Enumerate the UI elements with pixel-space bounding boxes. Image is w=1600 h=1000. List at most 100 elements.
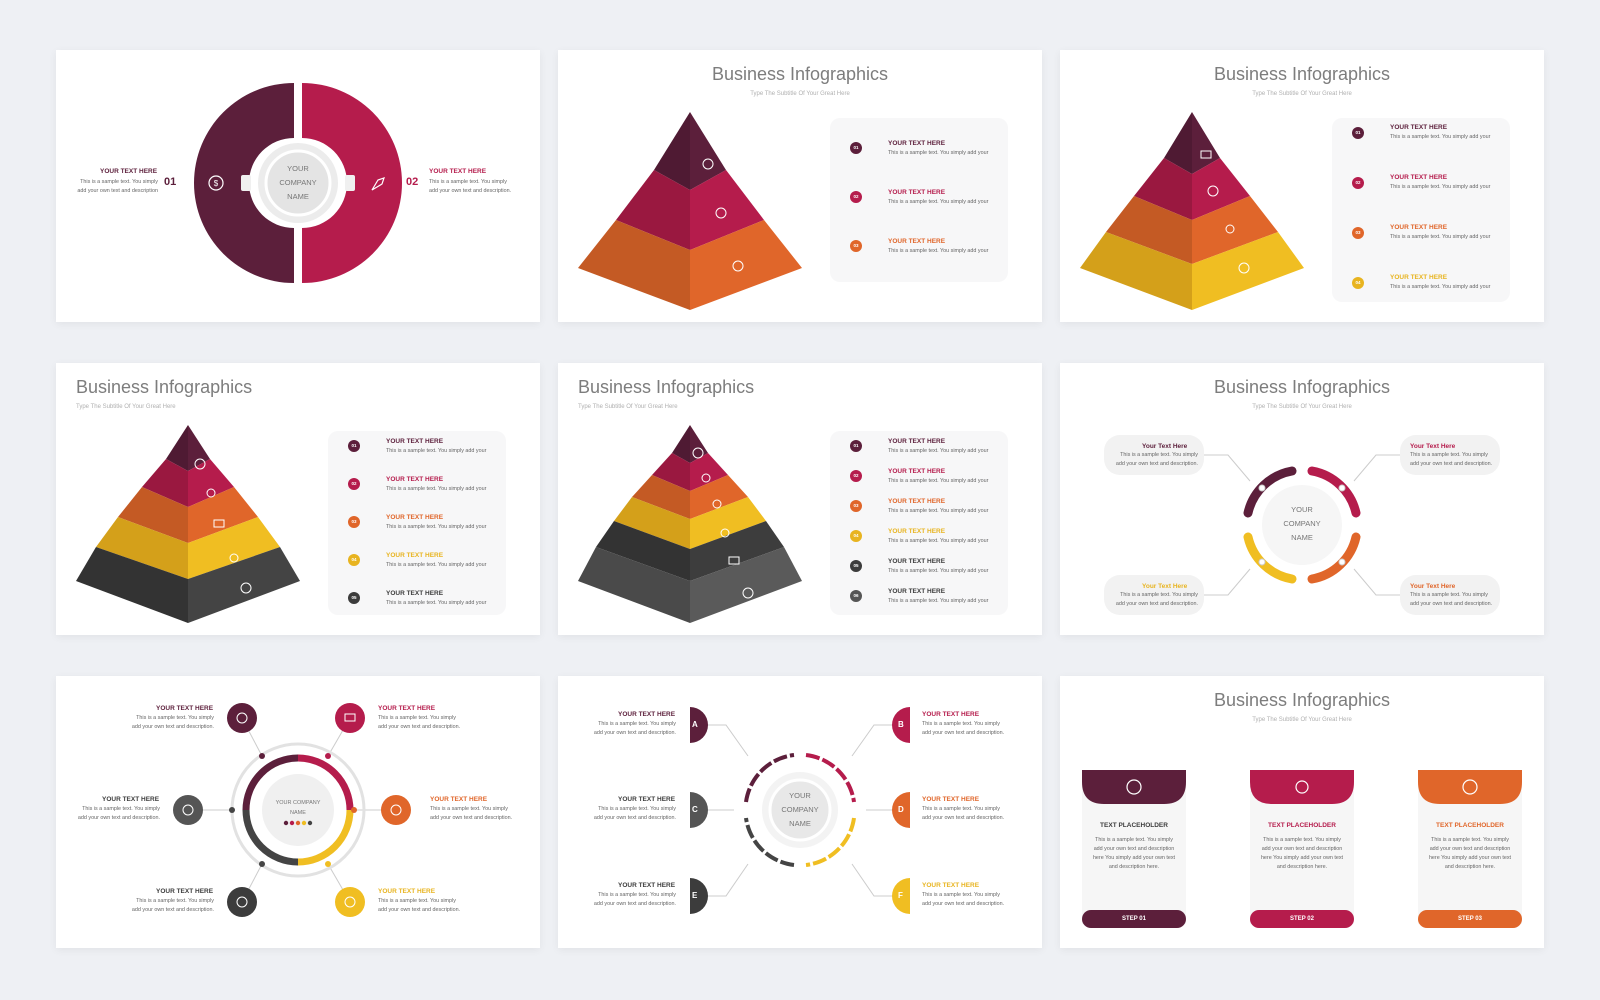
item-body: This is a sample text. You simply add yo…: [888, 598, 989, 604]
cycle-graphic: [1104, 435, 1500, 615]
item-body: This is a sample text. You simply add yo…: [888, 508, 989, 514]
cards-graphic: [1082, 770, 1522, 928]
badge-01: 01: [850, 142, 862, 154]
target-icon: [236, 896, 248, 908]
item-body: This is a sample text. You simply add yo…: [922, 806, 1005, 821]
step-button-3[interactable]: STEP 03: [1458, 916, 1482, 922]
badge-03: 03: [850, 500, 862, 512]
number-01: 01: [164, 176, 177, 188]
company-name: YOUR COMPANY NAME: [275, 800, 321, 816]
item-heading: YOUR TEXT HERE: [888, 498, 946, 505]
pyramid-graphic: [1080, 112, 1304, 310]
item-body: This is a sample text. You simply add yo…: [386, 486, 487, 492]
item-body: This is a sample text. You simply add yo…: [131, 715, 214, 730]
badge-04: 04: [1352, 277, 1364, 289]
gear-icon: [1462, 779, 1478, 795]
alarm-icon: [344, 896, 356, 908]
item-body: This is a sample text. You simply add yo…: [386, 524, 487, 530]
lettered-ring-graphic: [690, 707, 910, 914]
badge-03: 03: [1352, 227, 1364, 239]
step-button-2[interactable]: STEP 02: [1290, 916, 1314, 922]
item-body: This is a sample text. You simply add yo…: [888, 568, 989, 574]
slide-subtitle: Type The Subtitle Of Your Great Here: [76, 404, 176, 410]
card-body: This is a sample text. You simply add yo…: [1260, 837, 1344, 870]
badge-03: 03: [850, 240, 862, 252]
pyramid-graphic: [578, 425, 802, 623]
item-body: This is a sample text. You simply add yo…: [593, 721, 676, 736]
presentation-icon: [344, 713, 356, 722]
card-title: TEXT PLACEHOLDER: [1268, 822, 1336, 829]
slide-title: Business Infographics: [1213, 377, 1391, 397]
letter-e: E: [692, 891, 698, 900]
item-heading: YOUR TEXT HERE: [888, 528, 946, 535]
item-heading: YOUR TEXT HERE: [888, 189, 946, 196]
slide-5-pyramid-6[interactable]: Business Infographics Type The Subtitle …: [558, 363, 1042, 635]
box-heading: Your Text Here: [1142, 443, 1188, 450]
letter-c: C: [692, 805, 698, 814]
item-heading: YOUR TEXT HERE: [102, 796, 160, 803]
slide-title: Business Infographics: [1213, 690, 1391, 710]
rocket-icon: [1295, 780, 1309, 794]
slide-3-pyramid-4[interactable]: Business Infographics Type The Subtitle …: [1060, 50, 1544, 322]
text-heading-right: YOUR TEXT HERE: [429, 168, 487, 175]
rocket-icon: [236, 712, 248, 724]
item-body: This is a sample text. You simply add yo…: [77, 806, 160, 821]
slide-6-cycle[interactable]: Business Infographics Type The Subtitle …: [1060, 363, 1544, 635]
dollar-icon: [194, 458, 206, 470]
item-heading: YOUR TEXT HERE: [386, 590, 444, 597]
item-heading: YOUR TEXT HERE: [618, 711, 676, 718]
dollar-icon: [182, 804, 194, 816]
pyramid-graphic: [578, 112, 802, 310]
slide-title: Business Infographics: [578, 377, 755, 397]
slide-subtitle: Type The Subtitle Of Your Great Here: [1252, 717, 1352, 723]
svg-text:$: $: [214, 179, 219, 188]
item-heading: YOUR TEXT HERE: [386, 514, 444, 521]
rocket-icon: [701, 473, 711, 483]
badge-02: 02: [348, 478, 360, 490]
item-body: This is a sample text. You simply add yo…: [888, 448, 989, 454]
item-body: This is a sample text. You simply add yo…: [430, 806, 513, 821]
presentation-icon: [1200, 150, 1212, 159]
slide-subtitle: Type The Subtitle Of Your Great Here: [1252, 91, 1352, 97]
text-body-left: This is a sample text. You simply add yo…: [77, 179, 158, 194]
bulb-icon: [712, 499, 722, 509]
item-heading: YOUR TEXT HERE: [1390, 274, 1448, 281]
item-body: This is a sample text. You simply add yo…: [888, 538, 989, 544]
text-heading-left: YOUR TEXT HERE: [100, 168, 158, 175]
presentation-icon: [728, 556, 740, 565]
badge-03: 03: [348, 516, 360, 528]
dollar-icon: [692, 447, 704, 459]
badge-05: 05: [348, 592, 360, 604]
item-heading: YOUR TEXT HERE: [922, 711, 980, 718]
item-body: This is a sample text. You simply add yo…: [386, 562, 487, 568]
item-body: This is a sample text. You simply add yo…: [378, 715, 461, 730]
item-body: This is a sample text. You simply add yo…: [1390, 134, 1491, 140]
item-body: This is a sample text. You simply add yo…: [888, 478, 989, 484]
slide-4-pyramid-5[interactable]: Business Infographics Type The Subtitle …: [56, 363, 540, 635]
target-icon: [742, 587, 754, 599]
badge-02: 02: [850, 191, 862, 203]
item-body: This is a sample text. You simply add yo…: [386, 600, 487, 606]
number-02: 02: [406, 176, 419, 188]
letter-b: B: [898, 720, 904, 729]
slide-7-radial-hub[interactable]: YOUR COMPANY NAME YOUR TEXT HERE This is…: [56, 676, 540, 948]
card-title: TEXT PLACEHOLDER: [1100, 822, 1168, 829]
item-body: This is a sample text. You simply add yo…: [888, 199, 989, 205]
slide-9-step-cards[interactable]: Business Infographics Type The Subtitle …: [1060, 676, 1544, 948]
slide-8-lettered-ring[interactable]: YOUR COMPANY NAME A B C D E F YOUR TEXT HE…: [558, 676, 1042, 948]
item-body: This is a sample text. You simply add yo…: [888, 248, 989, 254]
slide-1-ring[interactable]: $ YOUR COMPANY NAME 01 02 YOUR TEXT HERE T…: [56, 50, 540, 322]
slide-title: Business Infographics: [1213, 64, 1391, 84]
ring-graphic: $: [194, 83, 402, 283]
badge-05: 05: [850, 560, 862, 572]
company-name: YOUR COMPANY NAME: [1283, 505, 1321, 542]
slide-2-pyramid-3[interactable]: Business Infographics Type The Subtitle …: [558, 50, 1042, 322]
item-body: This is a sample text. You simply add yo…: [1390, 184, 1491, 190]
card-title: TEXT PLACEHOLDER: [1436, 822, 1504, 829]
item-body: This is a sample text. You simply add yo…: [1390, 284, 1491, 290]
item-heading: YOUR TEXT HERE: [888, 238, 946, 245]
step-button-1[interactable]: STEP 01: [1122, 916, 1146, 922]
item-heading: YOUR TEXT HERE: [430, 796, 488, 803]
item-body: This is a sample text. You simply add yo…: [888, 150, 989, 156]
hub-graphic: [173, 703, 411, 917]
